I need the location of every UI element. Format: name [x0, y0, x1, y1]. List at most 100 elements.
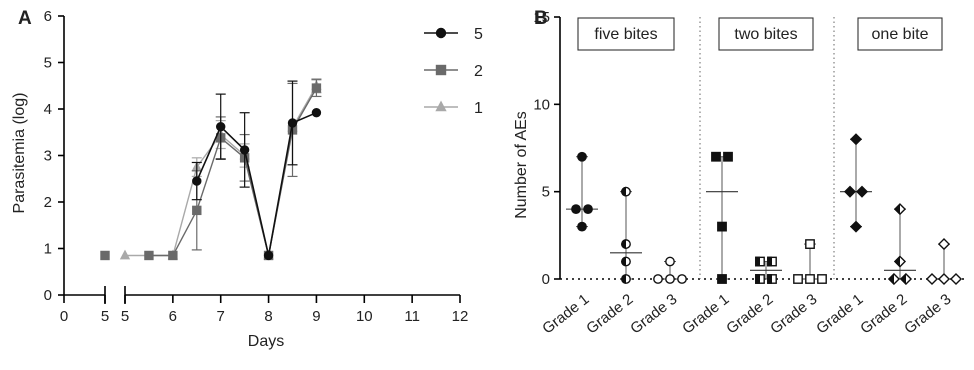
panel-a-legend-marker — [435, 27, 447, 39]
panel-a-x-tick-label: 0 — [60, 308, 68, 325]
panel-b-scatter-chart: B Number of AEs 0 5 10 15 five bites Grade 1… — [513, 8, 968, 338]
panel-b-data-point — [849, 220, 863, 233]
panel-b-data-point — [817, 274, 827, 284]
panel-b-category-label: Grade 3 — [627, 291, 680, 338]
panel-a-data-point — [311, 108, 322, 118]
panel-b-category-label: Grade 1 — [539, 291, 592, 338]
panel-b-group-label-box — [857, 17, 943, 51]
panel-a-legend-entry: 1 — [424, 100, 483, 117]
panel-b-y-tick-label: 0 — [542, 271, 550, 288]
panel-a-y-axis-title: Parasitemia (log) — [11, 93, 28, 214]
panel-a-legend-label: 5 — [474, 26, 483, 43]
panel-a-x-tick-label: 11 — [404, 308, 420, 325]
panel-a-data-point — [119, 249, 131, 260]
panel-b-category-label: Grade 2 — [723, 291, 776, 338]
panel-a-label: A — [18, 8, 32, 29]
panel-a-series-5 — [191, 80, 322, 261]
panel-a-legend-entry: 2 — [424, 63, 483, 80]
panel-b-data-point — [805, 274, 815, 284]
panel-b-data-point — [577, 151, 587, 162]
panel-a-x-tick-label: 10 — [356, 308, 373, 325]
panel-a-x-tick-label: 5 — [121, 308, 129, 325]
panel-b-data-point-half-fill — [887, 272, 894, 286]
panel-b-data-point-half-fill — [899, 272, 906, 286]
panel-b-data-point-half-fill — [621, 186, 626, 197]
panel-b-data-point-half-fill — [621, 274, 626, 284]
panel-b-data-point-half-fill — [893, 255, 900, 268]
panel-a-y-tick-label: 3 — [44, 148, 52, 165]
panel-b-group-label: two bites — [734, 26, 797, 43]
panel-b-category: Grade 3 — [627, 256, 687, 338]
panel-b-category: Grade 1 — [679, 151, 738, 338]
panel-b-data-point-half-fill — [755, 274, 760, 284]
panel-a-data-point — [263, 250, 274, 261]
panel-b-data-point — [937, 272, 951, 286]
panel-a-data-point — [287, 118, 298, 128]
panel-a-series-line — [148, 87, 318, 257]
panel-a-x-tick-label: 12 — [452, 308, 469, 325]
panel-b-y-axis-title: Number of AEs — [513, 111, 530, 219]
panel-b-data-point — [583, 204, 593, 215]
panel-b-data-point — [653, 274, 663, 284]
panel-a-x-tick-label: 6 — [169, 308, 177, 325]
panel-b-category: Grade 2 — [857, 203, 916, 338]
panel-b-data-point — [717, 274, 727, 284]
panel-a-y-tick-label: 6 — [44, 8, 52, 25]
panel-b-data-point — [723, 151, 733, 162]
panel-a-legend-marker — [435, 64, 447, 76]
panel-b-category-label: Grade 3 — [901, 291, 954, 338]
panel-b-category: Grade 3 — [901, 238, 963, 338]
panel-b-category-label: Grade 2 — [583, 291, 636, 338]
panel-b-data-point — [805, 239, 815, 249]
panel-b-data-point — [855, 185, 869, 198]
panel-a-legend-label: 1 — [474, 100, 483, 117]
panel-a-y-tick-label: 0 — [44, 287, 52, 304]
panel-a-data-point — [239, 145, 250, 155]
panel-a-data-point — [100, 250, 110, 261]
panel-a-legend-label: 2 — [474, 63, 483, 80]
panel-b-data-point — [793, 274, 803, 284]
panel-a-y-tick-label: 5 — [44, 55, 52, 72]
panel-b-category-label: Grade 1 — [679, 291, 732, 338]
panel-b-axes: 0 5 10 15 — [533, 9, 968, 288]
panel-a-legend-marker — [435, 100, 447, 112]
panel-b-label: B — [534, 8, 548, 29]
panel-b-y-tick-label: 10 — [533, 96, 550, 113]
panel-a-x-tick-label: 9 — [312, 308, 320, 325]
panel-b-data-point — [843, 185, 857, 198]
panel-b-data-point — [577, 221, 587, 232]
panel-a-x-tick-label: 8 — [264, 308, 272, 325]
panel-b-data-point-half-fill — [893, 203, 900, 216]
panel-a-data-point — [192, 176, 202, 186]
panel-b-data-point-half-fill — [755, 256, 760, 267]
panel-b-data-point — [925, 272, 939, 286]
panel-a-series-2 — [100, 79, 322, 261]
panel-a-legend: 5 2 1 — [424, 26, 483, 117]
panel-b-group-label: five bites — [594, 26, 657, 43]
panel-a-x-tick-label: 5 — [101, 308, 109, 325]
panel-a-x-axis-title: Days — [248, 333, 284, 350]
panel-b-data-point — [665, 256, 675, 267]
panel-b-data-point — [949, 272, 963, 286]
panel-a-x-tick-label: 7 — [217, 308, 225, 325]
panel-b-data-point — [711, 151, 721, 162]
panel-b-category-label: Grade 2 — [857, 291, 910, 338]
panel-b-y-tick-label: 5 — [542, 184, 550, 201]
panel-a-series — [100, 78, 322, 261]
panel-b-data-point — [717, 221, 727, 232]
panel-b-data-point — [849, 133, 863, 146]
panel-b-group-label: one bite — [872, 26, 929, 43]
panel-b-group-label-box — [577, 17, 675, 51]
panel-a-data-point — [216, 121, 226, 132]
panel-a-data-point — [144, 250, 154, 261]
panel-b-data-point-half-fill — [621, 239, 626, 249]
panel-a-y-tick-label: 2 — [44, 194, 52, 211]
panel-b-group-label-box — [718, 17, 814, 51]
panel-a-data-point — [311, 83, 322, 93]
panel-b-data-point-half-fill — [621, 256, 626, 267]
